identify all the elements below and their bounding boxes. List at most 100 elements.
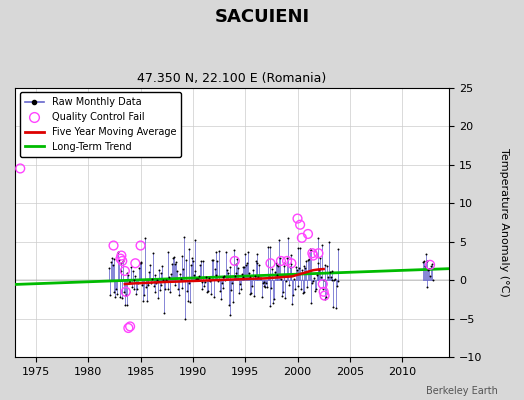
Point xyxy=(166,288,174,295)
Point xyxy=(319,286,327,292)
Point xyxy=(241,250,249,257)
Point xyxy=(156,287,164,294)
Point xyxy=(265,274,273,280)
Point xyxy=(117,259,126,266)
Point xyxy=(106,292,114,298)
Point xyxy=(168,261,176,267)
Point xyxy=(232,270,240,276)
Point xyxy=(236,280,244,287)
Point xyxy=(429,277,437,283)
Point xyxy=(314,250,323,256)
Point xyxy=(235,289,243,296)
Point xyxy=(128,283,136,290)
Point xyxy=(148,276,156,282)
Point xyxy=(186,298,194,305)
Point xyxy=(116,256,125,262)
Point xyxy=(135,264,143,271)
Point xyxy=(193,276,201,282)
Point xyxy=(287,260,296,267)
Point xyxy=(173,268,181,274)
Point xyxy=(190,272,198,278)
Text: Berkeley Earth: Berkeley Earth xyxy=(426,386,498,396)
Point xyxy=(152,280,160,286)
Point xyxy=(245,274,254,280)
Point xyxy=(426,262,434,268)
Point xyxy=(250,272,259,279)
Point xyxy=(305,246,314,253)
Point xyxy=(286,252,294,258)
Point xyxy=(304,257,312,263)
Point xyxy=(230,246,238,253)
Point xyxy=(245,270,253,276)
Point xyxy=(129,286,138,293)
Point xyxy=(255,262,264,268)
Point xyxy=(181,316,189,322)
Point xyxy=(294,282,302,289)
Point xyxy=(258,280,267,286)
Point xyxy=(198,279,206,286)
Point xyxy=(194,276,202,282)
Point xyxy=(188,254,196,261)
Point xyxy=(189,258,197,264)
Point xyxy=(119,258,127,264)
Point xyxy=(309,252,318,259)
Point xyxy=(298,235,306,241)
Point xyxy=(164,248,172,255)
Point xyxy=(291,264,300,270)
Point xyxy=(159,276,168,283)
Point xyxy=(263,284,271,290)
Y-axis label: Temperature Anomaly (°C): Temperature Anomaly (°C) xyxy=(499,148,509,297)
Point xyxy=(149,250,157,257)
Point xyxy=(259,282,268,289)
Point xyxy=(280,263,289,270)
Point xyxy=(190,267,199,274)
Point xyxy=(321,296,330,302)
Point xyxy=(256,275,264,281)
Point xyxy=(126,323,134,330)
Point xyxy=(272,262,281,268)
Point xyxy=(163,286,172,292)
Point xyxy=(131,273,139,279)
Point xyxy=(297,286,305,292)
Point xyxy=(426,273,434,279)
Point xyxy=(158,263,167,269)
Point xyxy=(292,267,301,273)
Point xyxy=(213,258,222,264)
Point xyxy=(157,270,166,276)
Point xyxy=(187,262,195,269)
Point xyxy=(170,261,179,268)
Point xyxy=(296,222,304,228)
Point xyxy=(423,284,432,290)
Point xyxy=(196,258,205,264)
Point xyxy=(205,277,214,284)
Point xyxy=(318,242,326,248)
Point xyxy=(212,272,221,278)
Point xyxy=(204,275,213,282)
Point xyxy=(201,278,209,285)
Point xyxy=(293,244,302,251)
Point xyxy=(322,294,331,300)
Point xyxy=(253,260,261,266)
Point xyxy=(110,242,118,249)
Point xyxy=(323,262,331,269)
Point xyxy=(223,267,231,273)
Point xyxy=(315,266,323,273)
Point xyxy=(146,262,155,268)
Point xyxy=(191,237,200,244)
Point xyxy=(332,305,340,311)
Point xyxy=(110,256,118,263)
Point xyxy=(167,271,175,277)
Point xyxy=(105,265,113,271)
Point xyxy=(421,263,429,270)
Point xyxy=(162,276,170,283)
Point xyxy=(220,273,228,280)
Point xyxy=(145,269,154,275)
Point xyxy=(199,258,208,264)
Point xyxy=(247,290,256,296)
Point xyxy=(141,235,149,241)
Point xyxy=(211,249,220,256)
Point xyxy=(195,262,204,268)
Point xyxy=(198,286,206,292)
Point xyxy=(206,278,214,284)
Point xyxy=(124,272,133,278)
